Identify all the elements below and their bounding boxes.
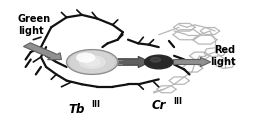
Text: Green
light: Green light [18, 14, 51, 36]
Text: Cr: Cr [152, 99, 166, 112]
Text: III: III [91, 100, 100, 109]
Circle shape [67, 50, 118, 74]
FancyArrow shape [24, 43, 61, 60]
FancyArrow shape [174, 57, 211, 67]
Text: Tb: Tb [69, 103, 85, 116]
Text: III: III [173, 97, 182, 106]
FancyArrow shape [116, 56, 150, 68]
Circle shape [145, 55, 173, 69]
Text: Red
light: Red light [210, 45, 236, 67]
Circle shape [79, 56, 105, 68]
Circle shape [151, 57, 161, 62]
Circle shape [70, 51, 114, 73]
Circle shape [84, 58, 100, 66]
Circle shape [77, 53, 95, 62]
